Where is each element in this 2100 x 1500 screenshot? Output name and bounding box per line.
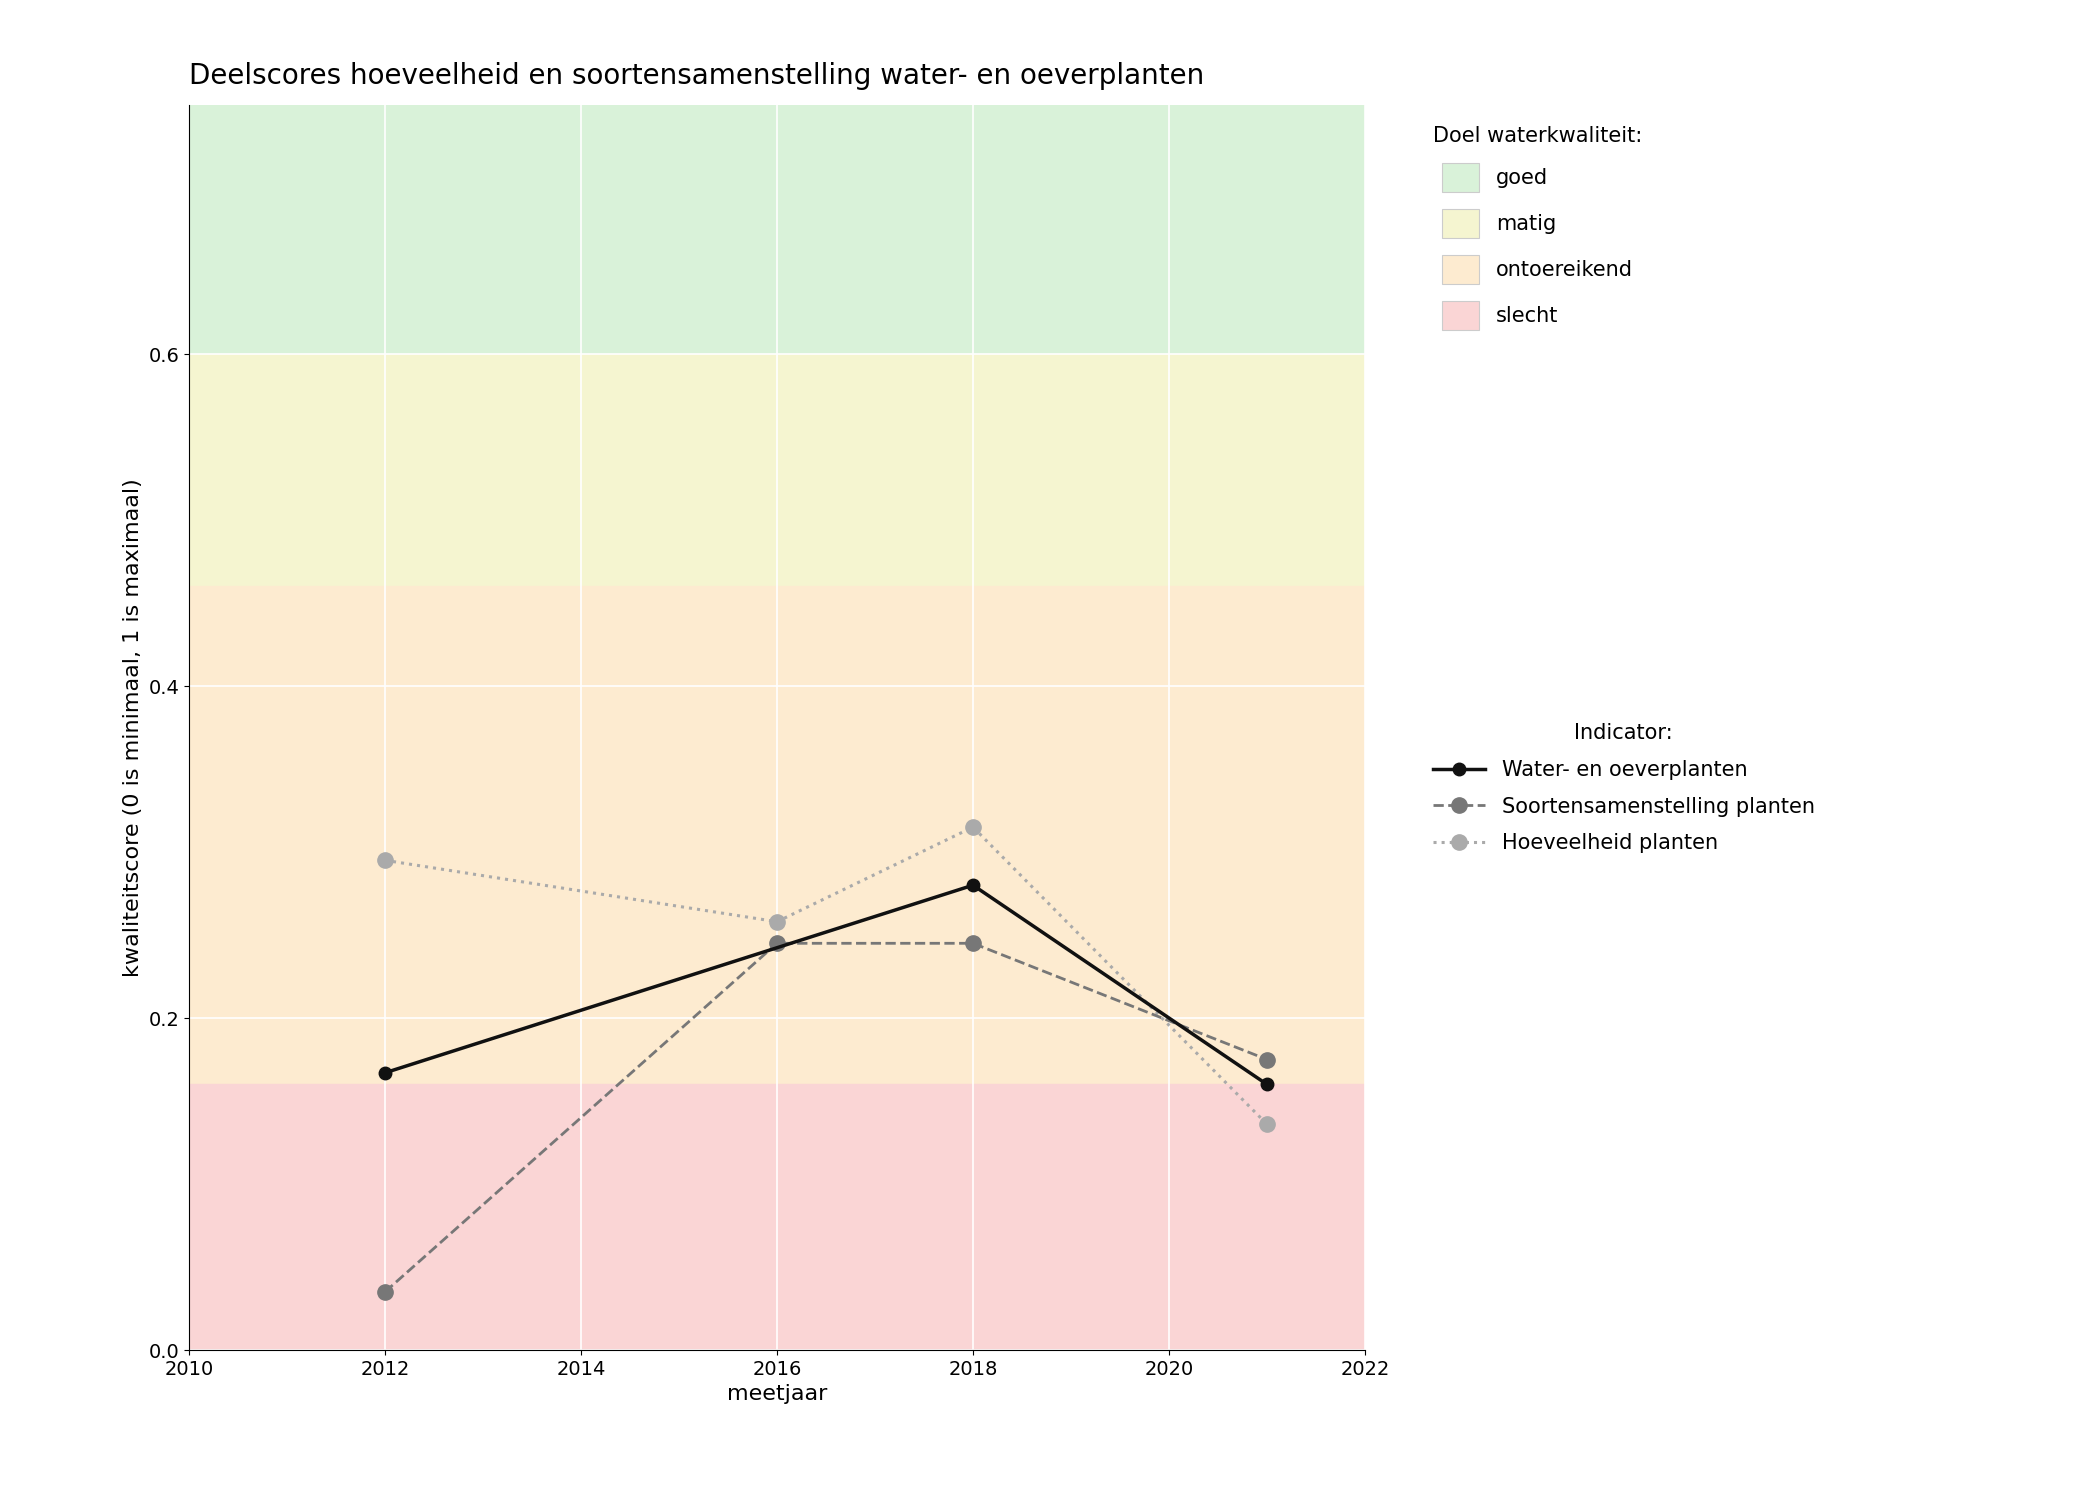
- Hoeveelheid planten: [764, 912, 790, 930]
- Legend: Water- en oeverplanten, Soortensamenstelling planten, Hoeveelheid planten: Water- en oeverplanten, Soortensamenstel…: [1422, 712, 1825, 864]
- Y-axis label: kwaliteitscore (0 is minimaal, 1 is maximaal): kwaliteitscore (0 is minimaal, 1 is maxi…: [122, 478, 143, 976]
- Bar: [189, 105, 1365, 354]
- Soortensamenstelling planten: [960, 934, 985, 952]
- Line: Soortensamenstelling planten: Soortensamenstelling planten: [378, 936, 1275, 1299]
- Hoeveelheid planten: [960, 818, 985, 836]
- Hoeveelheid planten: [372, 852, 397, 870]
- Bar: [189, 354, 1365, 586]
- X-axis label: meetjaar: meetjaar: [727, 1384, 827, 1404]
- Line: Water- en oeverplanten: Water- en oeverplanten: [378, 879, 1273, 1090]
- Text: Deelscores hoeveelheid en soortensamenstelling water- en oeverplanten: Deelscores hoeveelheid en soortensamenst…: [189, 62, 1203, 90]
- Hoeveelheid planten: [1254, 1114, 1279, 1132]
- Soortensamenstelling planten: [372, 1282, 397, 1300]
- Soortensamenstelling planten: [1254, 1050, 1279, 1068]
- Line: Hoeveelheid planten: Hoeveelheid planten: [378, 819, 1275, 1132]
- Water- en oeverplanten: [372, 1064, 397, 1082]
- Water- en oeverplanten: [960, 876, 985, 894]
- Water- en oeverplanten: [1254, 1076, 1279, 1094]
- Soortensamenstelling planten: [764, 934, 790, 952]
- Bar: [189, 586, 1365, 1084]
- Bar: [189, 1084, 1365, 1350]
